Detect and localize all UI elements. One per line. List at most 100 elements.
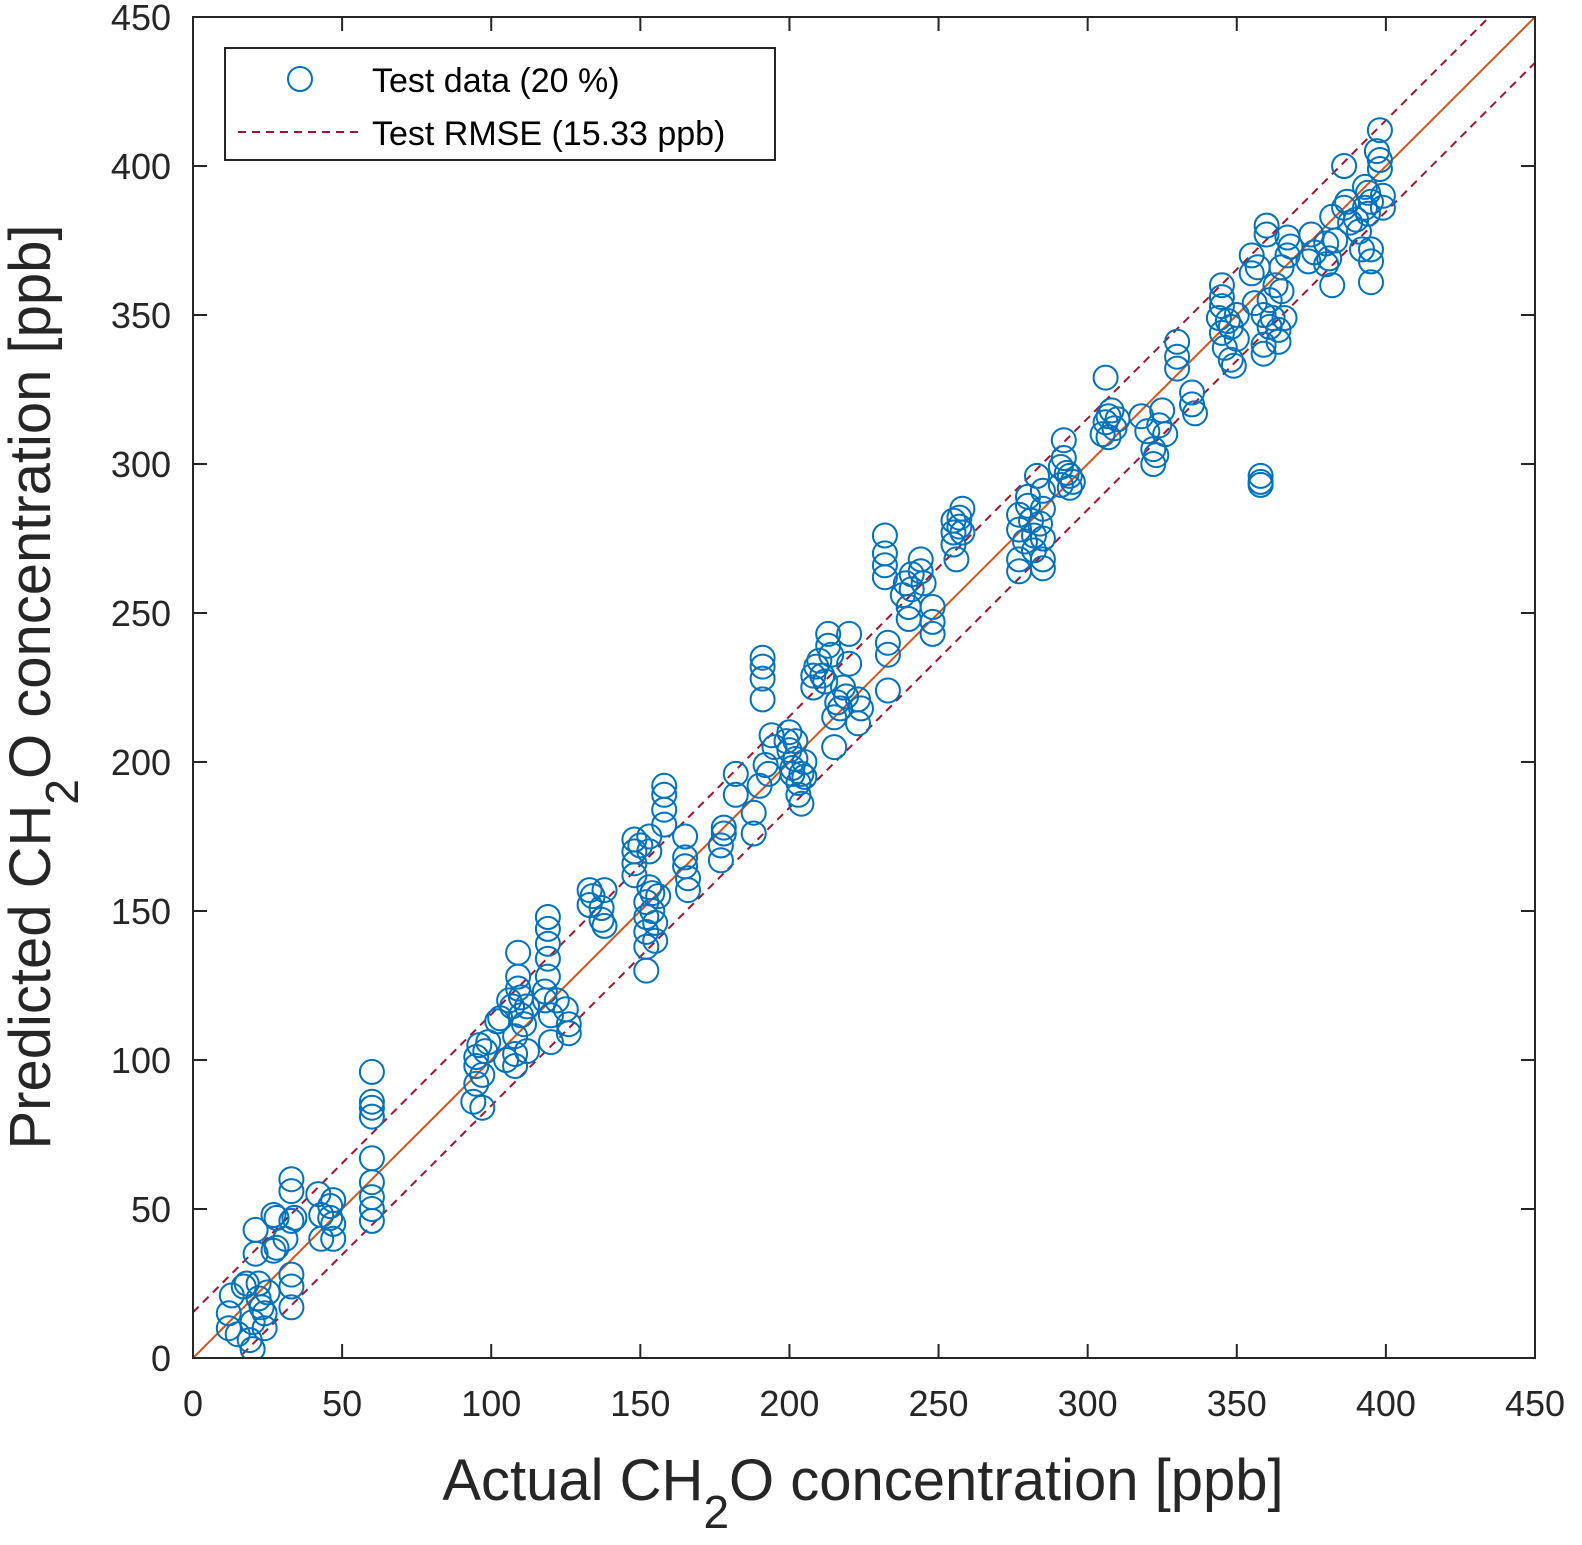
data-point xyxy=(1271,305,1298,331)
x-axis-label-prefix: Actual CH xyxy=(442,1448,703,1513)
data-point xyxy=(848,695,874,722)
x-tick-label: 250 xyxy=(909,1383,969,1424)
y-tick-label: 350 xyxy=(111,295,171,336)
data-point xyxy=(1369,182,1396,209)
data-point xyxy=(651,781,678,808)
data-point xyxy=(239,1336,266,1358)
data-point xyxy=(1355,200,1381,227)
y-axis-label-prefix: Predicted CH xyxy=(0,805,63,1150)
data-point xyxy=(776,737,803,764)
data-point xyxy=(675,877,701,904)
data-point xyxy=(1095,424,1122,451)
data-point xyxy=(534,963,561,990)
data-point xyxy=(672,823,699,850)
data-point xyxy=(636,838,663,865)
data-point xyxy=(1015,492,1041,519)
data-point xyxy=(675,865,701,892)
data-point xyxy=(627,832,654,859)
data-point xyxy=(806,647,833,674)
data-point xyxy=(871,564,898,591)
data-point xyxy=(672,844,699,871)
y-tick-label: 400 xyxy=(111,146,171,187)
data-point xyxy=(358,1103,385,1130)
data-point xyxy=(722,760,749,787)
data-point xyxy=(1029,477,1056,504)
data-point xyxy=(1358,269,1384,296)
data-point xyxy=(588,895,615,921)
data-point xyxy=(463,1053,490,1079)
data-point xyxy=(761,734,788,761)
y-axis-label-suffix: O concentration [ppb] xyxy=(0,224,63,779)
data-point xyxy=(358,1145,385,1172)
data-point xyxy=(358,1058,385,1085)
x-axis-label-subscript: 2 xyxy=(703,1486,729,1538)
data-point xyxy=(758,722,785,749)
data-point xyxy=(1316,245,1343,272)
data-point xyxy=(242,1240,269,1267)
data-point xyxy=(1217,313,1244,340)
y-axis-label: Predicted CH2O concentration [ppb] xyxy=(0,224,88,1149)
data-point xyxy=(633,918,660,945)
data-point xyxy=(358,1094,385,1121)
data-point xyxy=(534,945,561,972)
data-point xyxy=(722,781,749,808)
data-point xyxy=(707,832,734,859)
data-point xyxy=(1029,546,1056,573)
y-tick-label: 100 xyxy=(111,1040,171,1081)
data-point xyxy=(278,1294,305,1321)
data-point xyxy=(1059,468,1086,495)
data-point xyxy=(818,641,845,668)
data-point xyxy=(791,749,818,775)
data-point xyxy=(1217,346,1244,373)
data-point xyxy=(1253,212,1280,239)
data-point xyxy=(633,904,660,930)
data-point xyxy=(1250,331,1277,358)
data-point xyxy=(1331,153,1358,179)
data-point xyxy=(949,519,976,546)
data-point xyxy=(502,1041,529,1067)
data-point xyxy=(576,877,603,904)
data-point xyxy=(907,558,934,585)
data-point xyxy=(358,1088,385,1115)
data-point xyxy=(358,1196,385,1222)
data-point xyxy=(1089,421,1116,448)
data-point xyxy=(278,1273,305,1300)
data-point xyxy=(1358,188,1384,215)
data-point xyxy=(1182,400,1208,427)
y-tick-label: 250 xyxy=(111,593,171,634)
data-point xyxy=(845,710,871,737)
data-point xyxy=(1029,555,1056,582)
data-point xyxy=(788,790,815,817)
data-point xyxy=(1208,272,1235,299)
y-tick-label: 450 xyxy=(111,0,171,38)
data-point xyxy=(537,1002,564,1029)
data-point xyxy=(555,1011,582,1038)
data-point xyxy=(749,653,776,680)
data-point xyxy=(1295,248,1322,275)
data-point xyxy=(320,1225,347,1252)
data-point xyxy=(812,668,839,695)
data-point xyxy=(639,880,666,907)
data-point xyxy=(1164,343,1191,370)
legend-marker-circle-icon xyxy=(287,66,313,92)
data-point xyxy=(1262,272,1289,299)
data-point xyxy=(555,1020,582,1047)
data-point xyxy=(1012,528,1038,555)
data-point xyxy=(1253,221,1280,248)
data-point xyxy=(278,1261,305,1288)
data-point xyxy=(514,993,540,1020)
data-point xyxy=(1208,284,1235,311)
data-point xyxy=(821,734,848,761)
data-point xyxy=(1346,218,1372,245)
data-point xyxy=(278,1207,305,1234)
data-point xyxy=(534,930,561,957)
data-point xyxy=(1366,147,1393,173)
data-point xyxy=(1149,397,1176,424)
data-point xyxy=(278,1166,305,1193)
data-point xyxy=(776,719,803,746)
data-point xyxy=(469,1094,496,1121)
y-tick-label: 0 xyxy=(151,1338,171,1379)
data-point xyxy=(1319,272,1346,299)
data-point xyxy=(358,1207,385,1234)
